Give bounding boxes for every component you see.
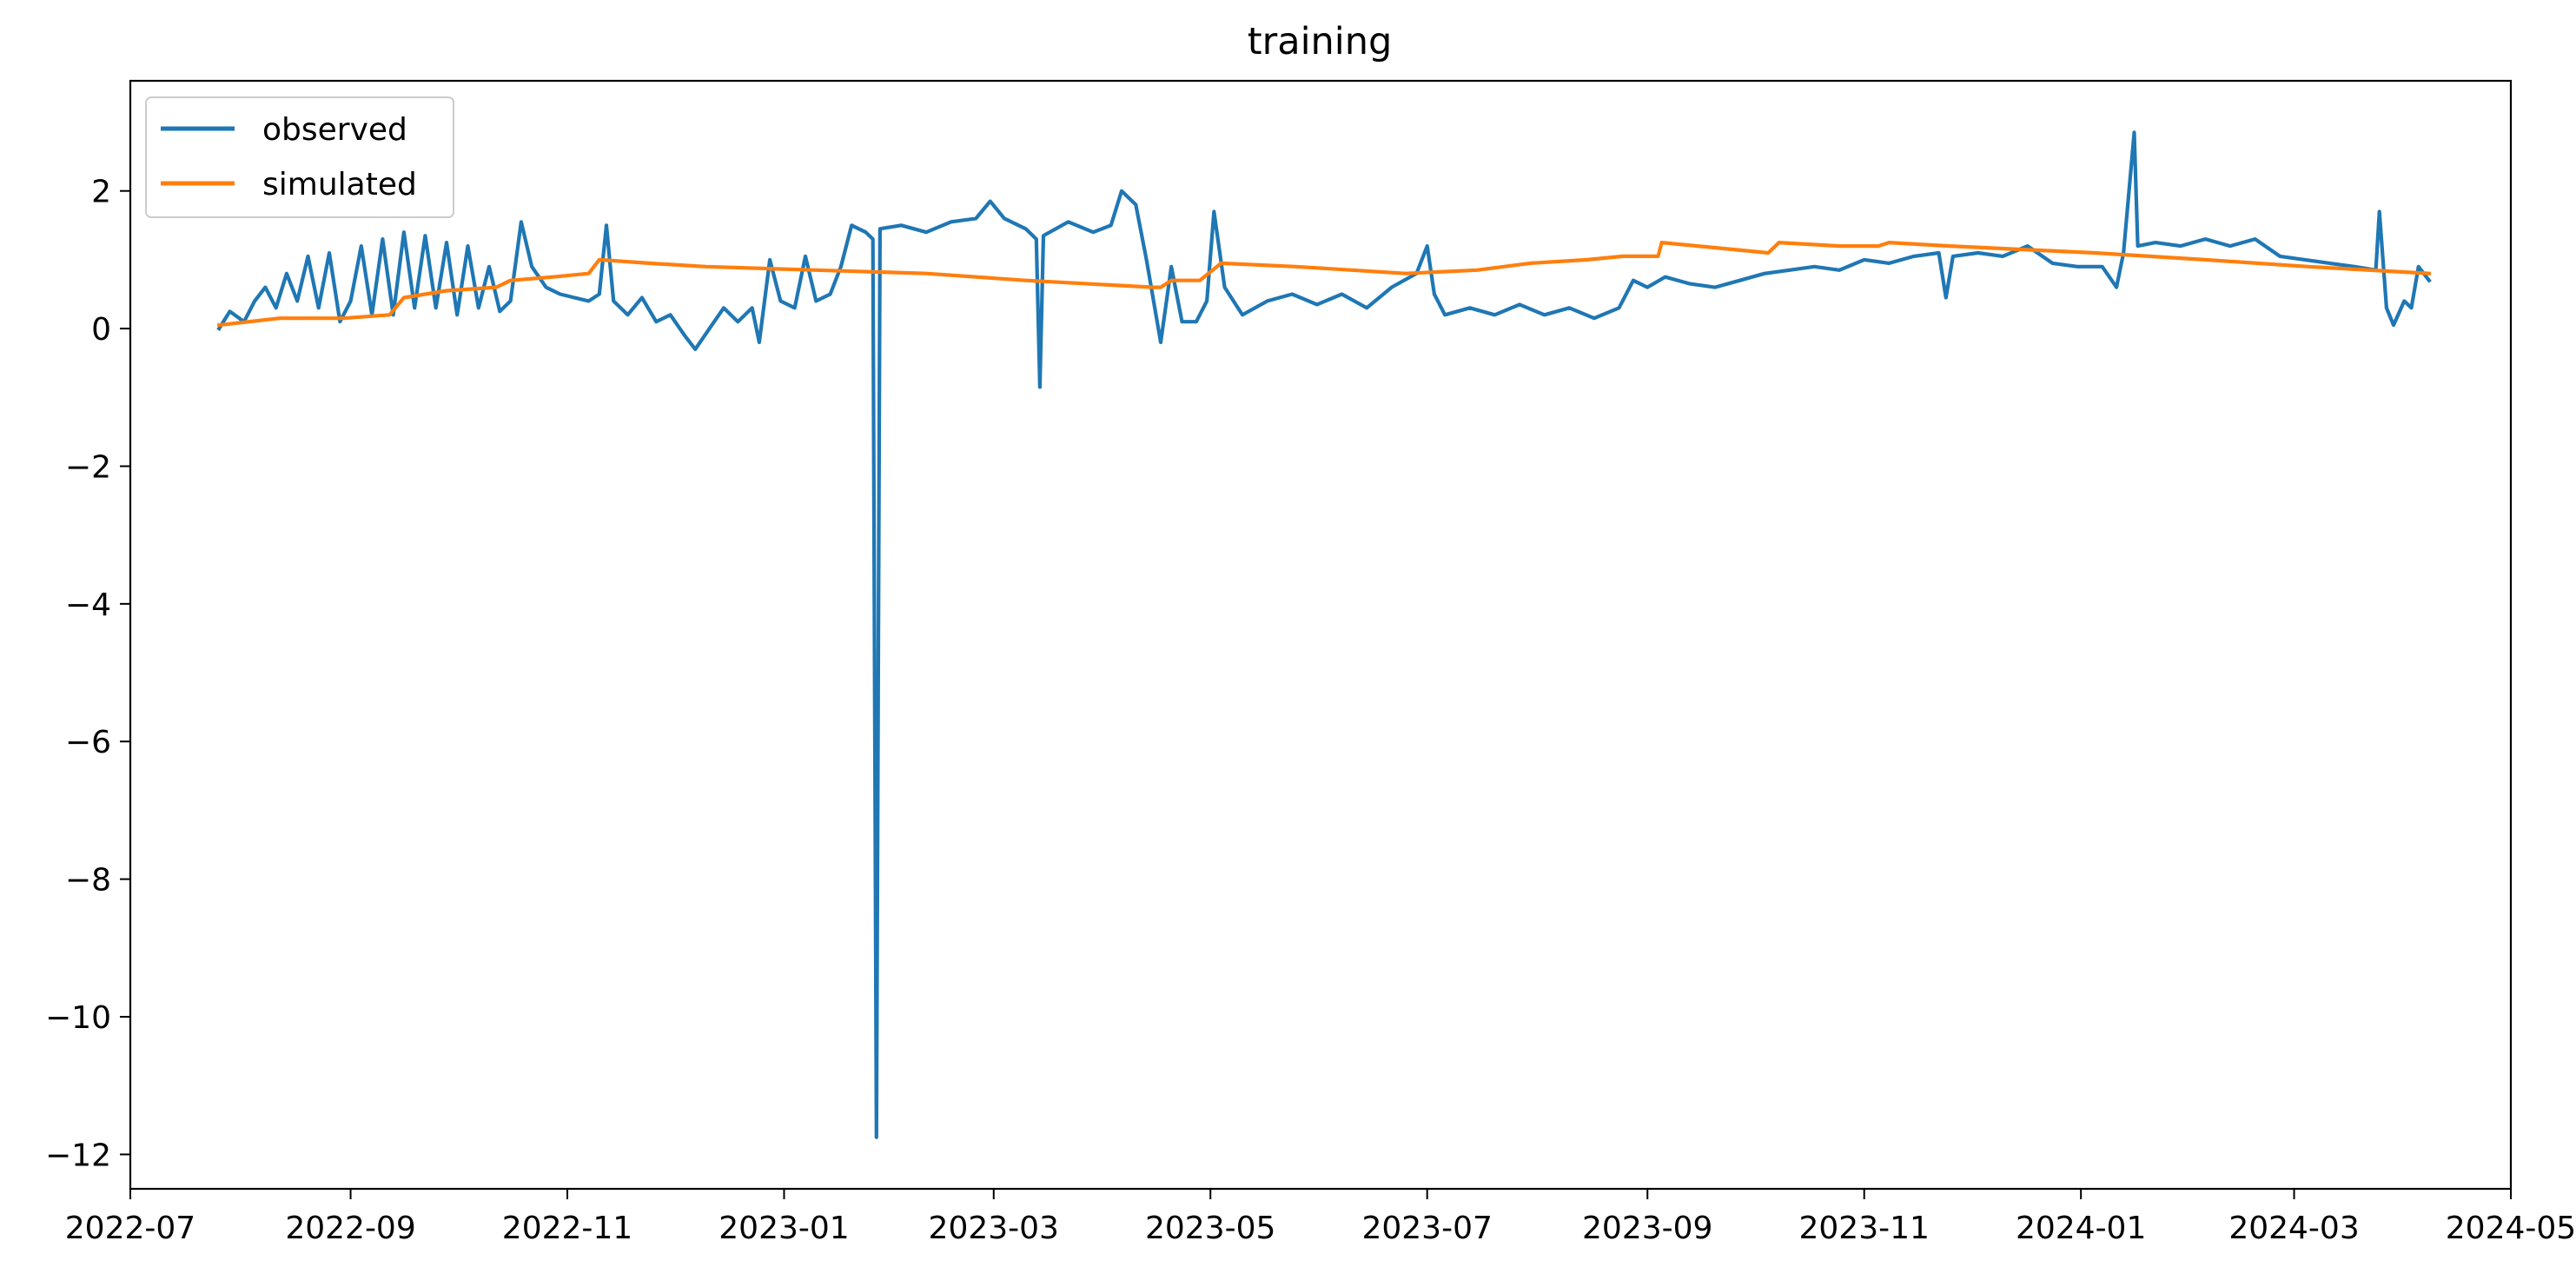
x-tick-label: 2023-11 xyxy=(1798,1211,1929,1246)
x-tick-label: 2024-01 xyxy=(2016,1211,2146,1246)
x-tick-label: 2022-11 xyxy=(502,1211,632,1246)
y-tick-label: −10 xyxy=(45,1000,111,1036)
x-tick-label: 2024-05 xyxy=(2446,1211,2576,1246)
legend-label-observed: observed xyxy=(262,112,407,148)
x-tick-label: 2023-03 xyxy=(929,1211,1059,1246)
y-tick-label: −12 xyxy=(45,1138,111,1173)
legend: observed simulated xyxy=(145,96,454,218)
x-tick-label: 2024-03 xyxy=(2228,1211,2359,1246)
y-tick-label: −8 xyxy=(65,863,111,899)
x-axis: 2022-07 2022-09 2022-11 2023-01 2023-03 2023-… xyxy=(65,1189,2576,1246)
chart-title: training xyxy=(1248,20,1393,63)
y-axis: −12 −10 −8 −6 −4 −2 0 2 xyxy=(45,175,130,1173)
plot-frame xyxy=(129,79,2513,1191)
x-tick-label: 2023-05 xyxy=(1145,1211,1275,1246)
y-tick-label: −2 xyxy=(65,449,111,485)
series-layer xyxy=(216,130,2432,1139)
series-line-simulated xyxy=(216,241,2432,328)
y-tick-label: −4 xyxy=(65,587,111,623)
y-tick-label: 0 xyxy=(91,312,111,348)
x-tick-label: 2022-07 xyxy=(65,1211,195,1246)
y-tick-label: −6 xyxy=(65,725,111,760)
x-tick-label: 2023-01 xyxy=(718,1211,849,1246)
x-tick-label: 2023-09 xyxy=(1582,1211,1712,1246)
x-tick-label: 2023-07 xyxy=(1361,1211,1492,1246)
x-tick-label: 2022-09 xyxy=(285,1211,415,1246)
y-tick-label: 2 xyxy=(91,175,111,210)
legend-label-simulated: simulated xyxy=(262,167,417,202)
